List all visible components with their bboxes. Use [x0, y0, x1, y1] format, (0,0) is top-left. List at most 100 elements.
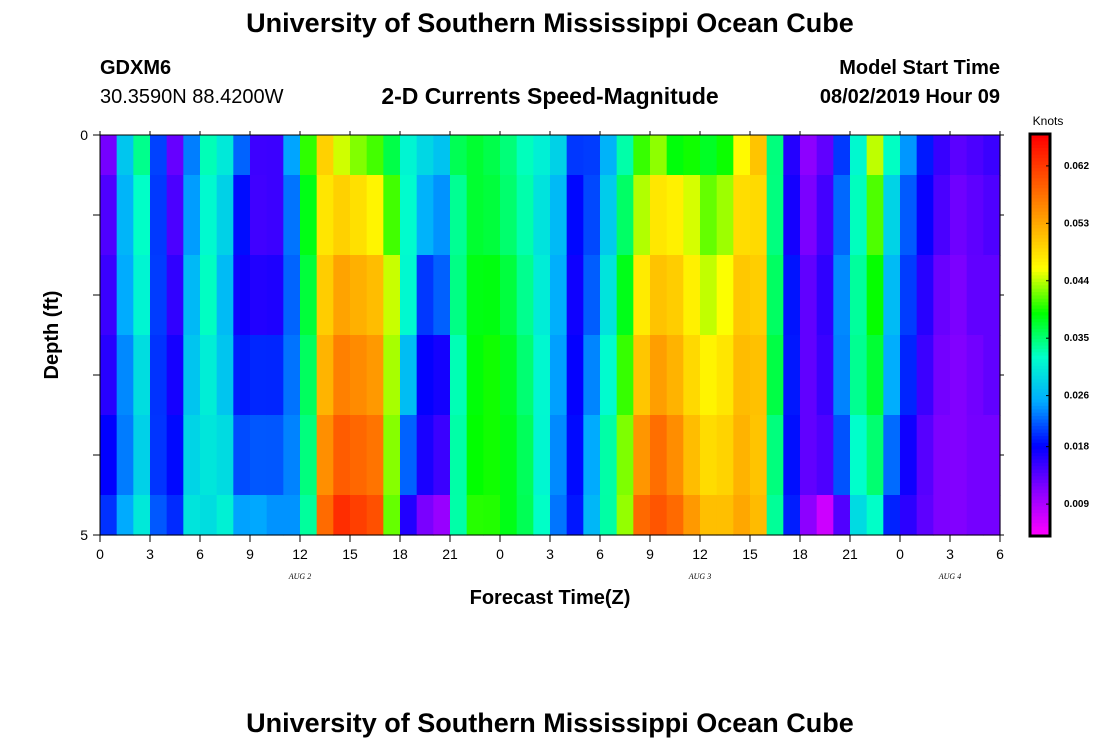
heatmap-cell — [716, 495, 734, 536]
heatmap-cell — [800, 175, 818, 256]
colorbar-segment — [1030, 428, 1050, 433]
colorbar-unit-label: Knots — [1033, 114, 1064, 128]
heatmap-cell — [966, 255, 984, 336]
heatmap-cell — [716, 415, 734, 496]
colorbar-segment — [1030, 499, 1050, 504]
heatmap-cell — [433, 135, 451, 176]
colorbar-segment — [1030, 442, 1050, 447]
heatmap-cell — [450, 135, 468, 176]
heatmap-cell — [533, 175, 551, 256]
heatmap-cell — [866, 415, 884, 496]
colorbar-segment — [1030, 472, 1050, 477]
heatmap-cell — [250, 415, 268, 496]
colorbar-segment — [1030, 134, 1050, 138]
heatmap-cell — [683, 415, 701, 496]
colorbar-segment — [1030, 391, 1050, 396]
heatmap-cell — [183, 135, 201, 176]
heatmap-cell — [283, 255, 301, 336]
heatmap-cell — [433, 495, 451, 536]
heatmap-cell — [716, 335, 734, 416]
heatmap-cell — [666, 135, 684, 176]
colorbar-segment — [1030, 365, 1050, 370]
x-tick-label: 6 — [996, 546, 1004, 562]
heatmap-cell — [416, 175, 434, 256]
colorbar-segment — [1030, 405, 1050, 410]
colorbar-segment — [1030, 140, 1050, 145]
heatmap-cell — [883, 415, 901, 496]
heatmap-cell — [483, 135, 501, 176]
heatmap-cell — [716, 175, 734, 256]
heatmap-cell — [600, 255, 618, 336]
heatmap-cell — [733, 415, 751, 496]
colorbar-segment — [1030, 492, 1050, 497]
heatmap-cell — [283, 415, 301, 496]
heatmap-cell — [700, 495, 718, 536]
heatmap-cell — [483, 255, 501, 336]
heatmap-cell — [866, 135, 884, 176]
heatmap-cell — [600, 415, 618, 496]
heatmap-cell — [833, 175, 851, 256]
heatmap-cell — [333, 415, 351, 496]
y-tick-label: 0 — [80, 127, 88, 143]
heatmap-cell — [983, 175, 1001, 256]
heatmap-cell — [983, 335, 1001, 416]
heatmap-cell — [633, 255, 651, 336]
heatmap-cell — [250, 495, 268, 536]
colorbar-segment — [1030, 398, 1050, 403]
colorbar-segment — [1030, 234, 1050, 239]
colorbar-segment — [1030, 519, 1050, 524]
colorbar-segment — [1030, 335, 1050, 339]
colorbar-segment — [1030, 432, 1050, 437]
heatmap-cell — [466, 135, 484, 176]
heatmap-cell — [250, 135, 268, 176]
heatmap-cell — [916, 175, 934, 256]
heatmap-cell — [966, 495, 984, 536]
colorbar-segment — [1030, 187, 1050, 192]
heatmap-cell — [850, 175, 868, 256]
heatmap-cell — [366, 415, 384, 496]
heatmap-cell — [550, 495, 568, 536]
heatmap-cell — [100, 255, 118, 336]
heatmap-cell — [716, 135, 734, 176]
heatmap-cell — [883, 175, 901, 256]
heatmap-cell — [916, 255, 934, 336]
colorbar-segment — [1030, 154, 1050, 159]
heatmap-cell — [566, 135, 584, 176]
date-label: AUG 4 — [938, 572, 961, 581]
heatmap-cell — [766, 135, 784, 176]
heatmap-cell — [466, 415, 484, 496]
heatmap-cell — [583, 415, 601, 496]
heatmap-cell — [966, 135, 984, 176]
heatmap-cell — [616, 495, 634, 536]
colorbar-segment — [1030, 415, 1050, 420]
heatmap-cell — [366, 255, 384, 336]
heatmap-cell — [166, 335, 184, 416]
heatmap-cell — [933, 335, 951, 416]
heatmap-cell — [550, 415, 568, 496]
heatmap-cell — [866, 495, 884, 536]
heatmap-cell — [766, 335, 784, 416]
heatmap-cell — [700, 335, 718, 416]
heatmap-cell — [416, 135, 434, 176]
heatmap-cell — [350, 415, 368, 496]
heatmap-cell — [150, 255, 168, 336]
colorbar-segment — [1030, 271, 1050, 276]
heatmap-cell — [183, 415, 201, 496]
x-tick-label: 6 — [196, 546, 204, 562]
colorbar-segment — [1030, 361, 1050, 366]
colorbar-segment — [1030, 204, 1050, 209]
heatmap-cell — [900, 175, 918, 256]
colorbar-segment — [1030, 435, 1050, 440]
heatmap-cell — [733, 175, 751, 256]
heatmap-cell — [150, 415, 168, 496]
colorbar-segment — [1030, 177, 1050, 182]
heatmap-cell — [250, 335, 268, 416]
x-tick-label: 9 — [646, 546, 654, 562]
colorbar-segment — [1030, 284, 1050, 289]
heatmap-cell — [600, 335, 618, 416]
heatmap-cell — [766, 175, 784, 256]
heatmap-cell — [333, 175, 351, 256]
colorbar-segment — [1030, 458, 1050, 463]
heatmap-cell — [383, 175, 401, 256]
